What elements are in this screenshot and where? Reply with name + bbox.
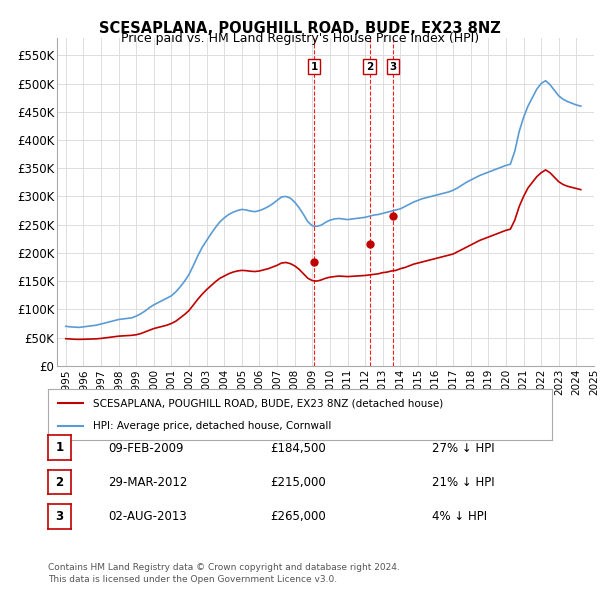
Text: 27% ↓ HPI: 27% ↓ HPI bbox=[432, 442, 494, 455]
Text: HPI: Average price, detached house, Cornwall: HPI: Average price, detached house, Corn… bbox=[94, 421, 332, 431]
Text: 2: 2 bbox=[55, 476, 64, 489]
Text: 3: 3 bbox=[389, 61, 397, 71]
Text: SCESAPLANA, POUGHILL ROAD, BUDE, EX23 8NZ (detached house): SCESAPLANA, POUGHILL ROAD, BUDE, EX23 8N… bbox=[94, 398, 443, 408]
Text: £215,000: £215,000 bbox=[270, 476, 326, 489]
Text: 1: 1 bbox=[55, 441, 64, 454]
Text: 02-AUG-2013: 02-AUG-2013 bbox=[108, 510, 187, 523]
Text: 09-FEB-2009: 09-FEB-2009 bbox=[108, 442, 184, 455]
Text: 2: 2 bbox=[366, 61, 373, 71]
Text: 29-MAR-2012: 29-MAR-2012 bbox=[108, 476, 187, 489]
Text: 4% ↓ HPI: 4% ↓ HPI bbox=[432, 510, 487, 523]
Text: Price paid vs. HM Land Registry's House Price Index (HPI): Price paid vs. HM Land Registry's House … bbox=[121, 32, 479, 45]
Text: £265,000: £265,000 bbox=[270, 510, 326, 523]
Text: 3: 3 bbox=[55, 510, 64, 523]
Text: 1: 1 bbox=[310, 61, 317, 71]
Text: Contains HM Land Registry data © Crown copyright and database right 2024.
This d: Contains HM Land Registry data © Crown c… bbox=[48, 563, 400, 584]
Text: 21% ↓ HPI: 21% ↓ HPI bbox=[432, 476, 494, 489]
Text: £184,500: £184,500 bbox=[270, 442, 326, 455]
Text: SCESAPLANA, POUGHILL ROAD, BUDE, EX23 8NZ: SCESAPLANA, POUGHILL ROAD, BUDE, EX23 8N… bbox=[99, 21, 501, 35]
